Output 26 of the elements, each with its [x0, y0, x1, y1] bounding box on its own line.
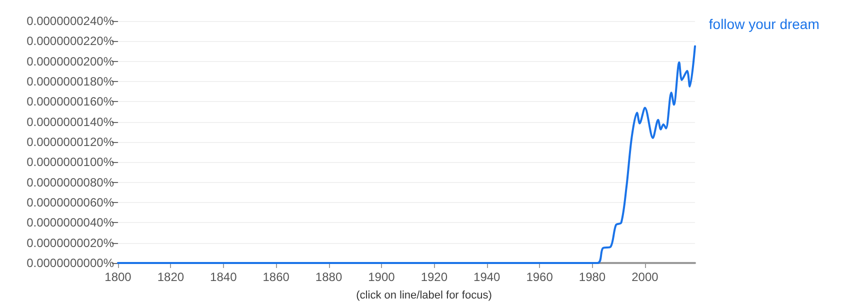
- y-tick-label: 0.0000000220%: [26, 34, 114, 48]
- y-tick-label: 0.0000000160%: [26, 94, 114, 109]
- y-tick-label: 0.0000000080%: [26, 175, 114, 190]
- x-tick-label: 1980: [578, 270, 606, 284]
- text: (click on line/label for focus): [356, 290, 492, 302]
- y-tick-label: 0.0000000140%: [26, 114, 114, 129]
- x-tick-label: 1900: [368, 270, 396, 284]
- x-tick-label: 1860: [262, 270, 290, 284]
- x-tick-label: 1840: [210, 270, 238, 284]
- y-tick-label: 0.0000000040%: [26, 216, 114, 230]
- y-tick-label: 0.0000000120%: [26, 135, 114, 149]
- y-tick-label: 0.0000000060%: [26, 196, 114, 210]
- y-tick-label: 0.0000000000%: [26, 256, 114, 270]
- x-tick-label: 2000: [632, 270, 659, 284]
- x-tick-label: 1920: [420, 270, 448, 284]
- x-tick-label: 1880: [315, 270, 342, 284]
- x-tick-label: 1800: [104, 270, 132, 284]
- y-tick-label: 0.0000000200%: [26, 54, 114, 68]
- series-label: follow your dream: [705, 16, 824, 32]
- y-tick-label: 0.0000000240%: [26, 14, 114, 28]
- y-tick-label: 0.0000000100%: [26, 155, 114, 170]
- y-tick-label: 0.0000000180%: [26, 74, 114, 88]
- y-tick-label: 0.0000000020%: [26, 236, 114, 250]
- x-tick-label: 1820: [157, 270, 184, 284]
- x-tick-label: 1940: [474, 270, 501, 284]
- x-tick-label: 1960: [526, 270, 554, 284]
